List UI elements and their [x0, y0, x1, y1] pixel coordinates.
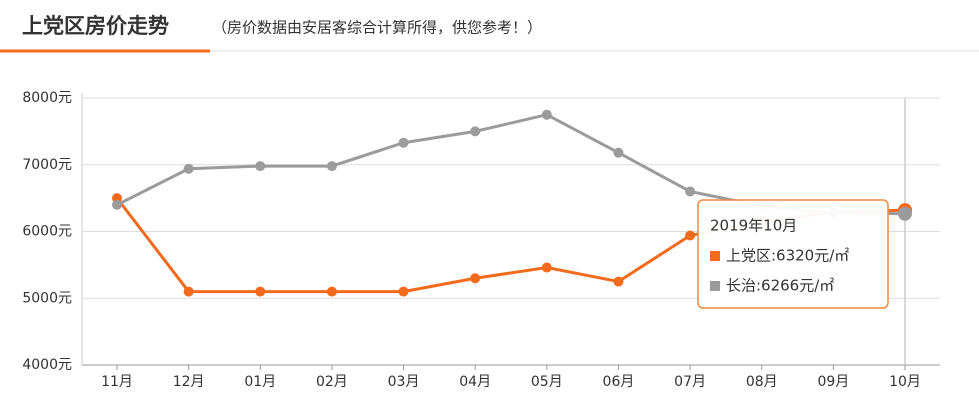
point: [685, 186, 696, 197]
y-tick-label: 4000元: [22, 357, 72, 373]
point: [541, 109, 552, 120]
x-tick-label: 08月: [746, 374, 778, 390]
x-tick-label: 09月: [817, 374, 849, 390]
x-tick-label: 05月: [531, 374, 563, 390]
point: [541, 262, 552, 273]
tooltip-line: 长治:6266元/㎡: [726, 277, 834, 295]
x-tick-label: 06月: [603, 374, 635, 390]
tooltip-box: [697, 199, 889, 309]
point: [183, 286, 194, 297]
point: [326, 286, 337, 297]
point: [613, 276, 624, 287]
point: [470, 126, 481, 137]
tooltip-line: 上党区:6320元/㎡: [726, 247, 849, 265]
x-tick-label: 10月: [889, 374, 921, 390]
series-line: [116, 113, 906, 216]
x-tick-label: 02月: [316, 374, 348, 390]
y-tick-label: 5000元: [22, 290, 72, 306]
x-tick-label: 04月: [459, 374, 491, 390]
point: [183, 163, 194, 174]
point: [255, 286, 266, 297]
y-tick-label: 8000元: [22, 90, 72, 106]
plot: 4000元 5000元 6000元 7000元 8000元 11月 12月 01月 02月 03月…: [22, 90, 940, 390]
point: [470, 273, 481, 284]
y-tick-label: 6000元: [22, 224, 72, 240]
point: [112, 199, 122, 210]
point: [685, 230, 696, 241]
y-tick-label: 7000元: [22, 157, 72, 173]
x-tick-label: 07月: [674, 374, 706, 390]
x-tick-label: 01月: [244, 374, 276, 390]
point: [898, 206, 912, 221]
x-tick-label: 11月: [101, 374, 133, 390]
point: [326, 161, 337, 172]
x-tick-label: 03月: [388, 374, 420, 390]
point: [613, 147, 624, 158]
tooltip-swatch: [710, 251, 720, 261]
page-title: 上党区房价走势: [22, 14, 169, 38]
point: [398, 286, 409, 297]
page-subtitle: （房价数据由安居客综合计算所得，供您参考！）: [212, 19, 542, 37]
point: [255, 161, 266, 172]
x-tick-label: 12月: [173, 374, 205, 390]
tooltip-title: 2019年10月: [710, 217, 797, 235]
tooltip-swatch: [710, 281, 720, 291]
point: [398, 137, 409, 148]
